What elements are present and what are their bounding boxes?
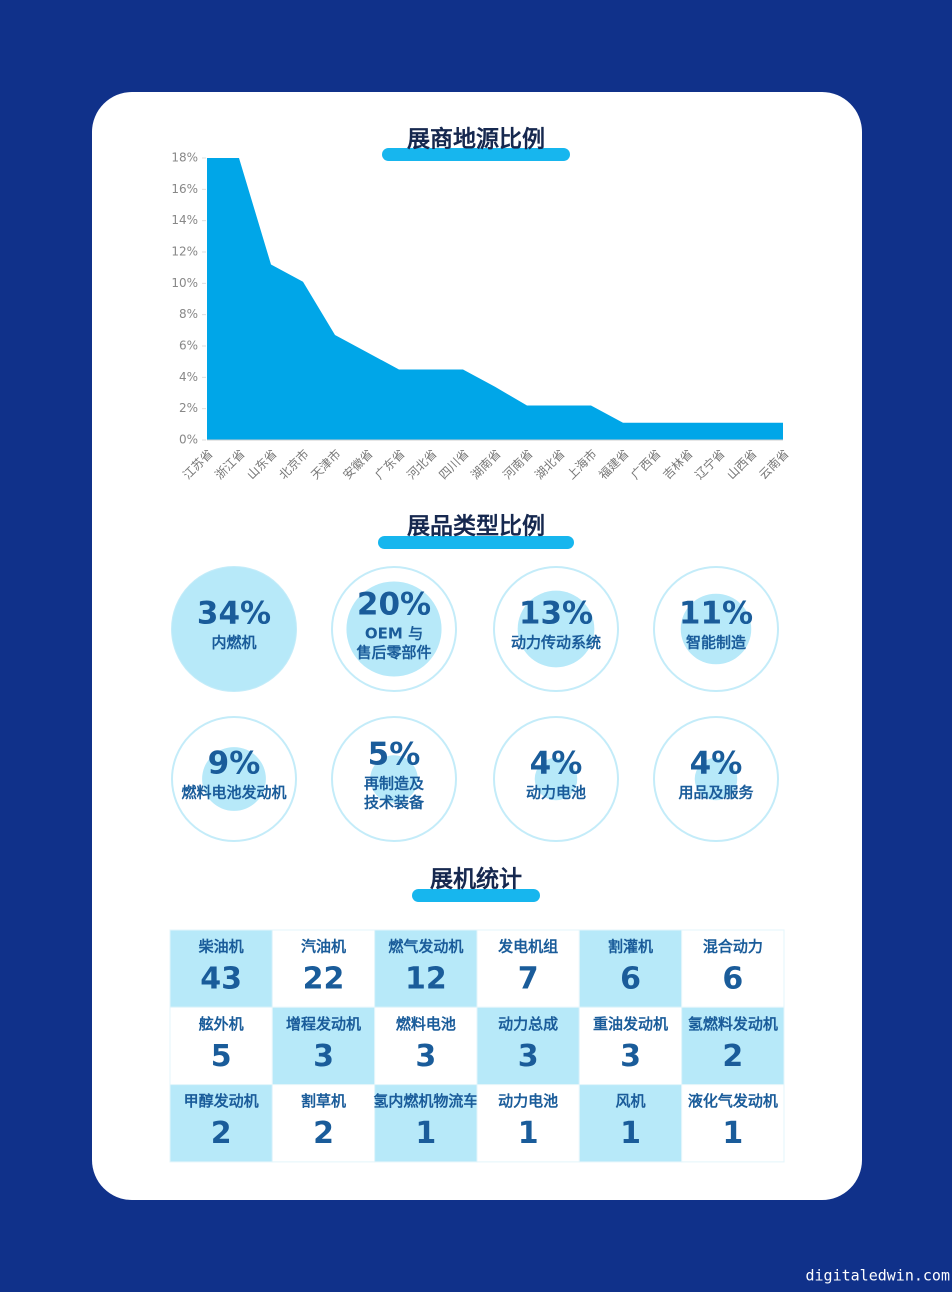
cell-name: 甲醇发动机 — [184, 1092, 259, 1110]
value-label: 11% — [679, 596, 753, 632]
cell-name: 燃料电池 — [396, 1015, 456, 1033]
table-cell — [374, 1084, 478, 1163]
table-cell — [681, 1084, 785, 1163]
y-tick-label: 10% — [171, 276, 198, 290]
table-cell — [271, 1084, 376, 1163]
value-label: 4% — [530, 746, 583, 782]
cell-name: 氢内燃机物流车 — [373, 1092, 478, 1110]
cell-count: 12 — [405, 962, 447, 997]
cell-name: 舷外机 — [199, 1015, 244, 1033]
table-title: 展机统计 — [430, 866, 522, 893]
y-tick-label: 8% — [179, 307, 198, 321]
chart-title: 展商地源比例 — [407, 126, 545, 153]
cell-count: 2 — [722, 1039, 743, 1074]
value-label: 9% — [208, 746, 261, 782]
cell-count: 22 — [303, 962, 345, 997]
cell-name: 燃气发动机 — [388, 938, 463, 956]
value-label: 4% — [690, 746, 743, 782]
table-cell — [169, 1006, 273, 1086]
cell-count: 2 — [211, 1116, 232, 1151]
cell-name: 汽油机 — [301, 938, 346, 956]
watermark: digitaledwin.com — [806, 1267, 951, 1285]
table-cell — [681, 929, 785, 1008]
cell-name: 重油发动机 — [593, 1015, 668, 1033]
cell-count: 7 — [518, 962, 539, 997]
circle — [370, 755, 418, 803]
cell-count: 2 — [313, 1116, 334, 1151]
value-label: 34% — [197, 596, 271, 632]
circle — [694, 757, 738, 801]
cell-count: 3 — [415, 1039, 436, 1074]
circle-label: 燃料电池发动机 — [181, 784, 286, 802]
circle — [680, 593, 752, 665]
y-tick-label: 12% — [171, 245, 198, 259]
circle — [346, 581, 442, 677]
cell-name: 风机 — [615, 1092, 645, 1110]
y-tick-label: 18% — [171, 151, 198, 165]
cell-count: 1 — [415, 1116, 436, 1151]
area — [207, 158, 783, 440]
y-tick-label: 16% — [171, 182, 198, 196]
table-cell — [374, 1006, 478, 1086]
cell-name: 氢燃料发动机 — [688, 1015, 778, 1033]
circle-label: 售后零部件 — [356, 644, 431, 662]
y-tick-label: 4% — [179, 370, 198, 384]
y-tick-label: 14% — [171, 213, 198, 227]
y-tick-label: 6% — [179, 339, 198, 353]
cell-count: 43 — [200, 962, 242, 997]
title-bar — [412, 889, 540, 902]
table-cell — [681, 1006, 785, 1086]
table-cell — [578, 1084, 683, 1163]
circle-label: 动力电池 — [526, 784, 586, 802]
cell-name: 动力电池 — [498, 1092, 558, 1110]
cell-name: 增程发动机 — [286, 1015, 361, 1033]
table-cell — [374, 929, 478, 1008]
cell-count: 6 — [722, 962, 743, 997]
cell-name: 液化气发动机 — [688, 1092, 778, 1110]
circle-label: 内燃机 — [211, 634, 256, 652]
y-tick-label: 0% — [179, 433, 198, 447]
title-bar — [378, 536, 574, 549]
value-label: 13% — [519, 596, 593, 632]
table-cell — [476, 1084, 580, 1163]
cell-count: 6 — [620, 962, 641, 997]
circle — [172, 567, 296, 691]
circle — [517, 590, 595, 668]
circle — [202, 747, 266, 811]
y-tick-label: 2% — [179, 401, 198, 415]
circle-label: 动力传动系统 — [511, 634, 601, 652]
cell-name: 柴油机 — [198, 938, 244, 956]
value-label: 20% — [357, 587, 431, 623]
cell-count: 1 — [620, 1116, 641, 1151]
cell-count: 3 — [620, 1039, 641, 1074]
cell-name: 动力总成 — [498, 1015, 558, 1033]
cell-count: 5 — [211, 1039, 232, 1074]
circle-label: 用品及服务 — [678, 784, 754, 802]
circle-label: 再制造及 — [364, 775, 425, 793]
circle — [534, 757, 578, 801]
cell-name: 割灌机 — [608, 938, 653, 956]
cell-count: 3 — [518, 1039, 539, 1074]
circle-label: 技术装备 — [364, 794, 425, 812]
chart-title: 展品类型比例 — [407, 514, 545, 540]
table-cell — [578, 929, 683, 1008]
table-cell — [578, 1006, 683, 1086]
circle-label: 智能制造 — [686, 634, 746, 652]
cell-count: 1 — [518, 1116, 539, 1151]
cell-name: 发电机组 — [497, 938, 558, 956]
cell-count: 3 — [313, 1039, 334, 1074]
table-cell — [271, 1006, 376, 1086]
circle-label: OEM 与 — [365, 625, 423, 643]
value-label: 5% — [368, 737, 421, 773]
cell-count: 1 — [722, 1116, 743, 1151]
cell-name: 割草机 — [301, 1092, 346, 1110]
cell-name: 混合动力 — [703, 938, 763, 956]
title-bar — [382, 148, 570, 161]
